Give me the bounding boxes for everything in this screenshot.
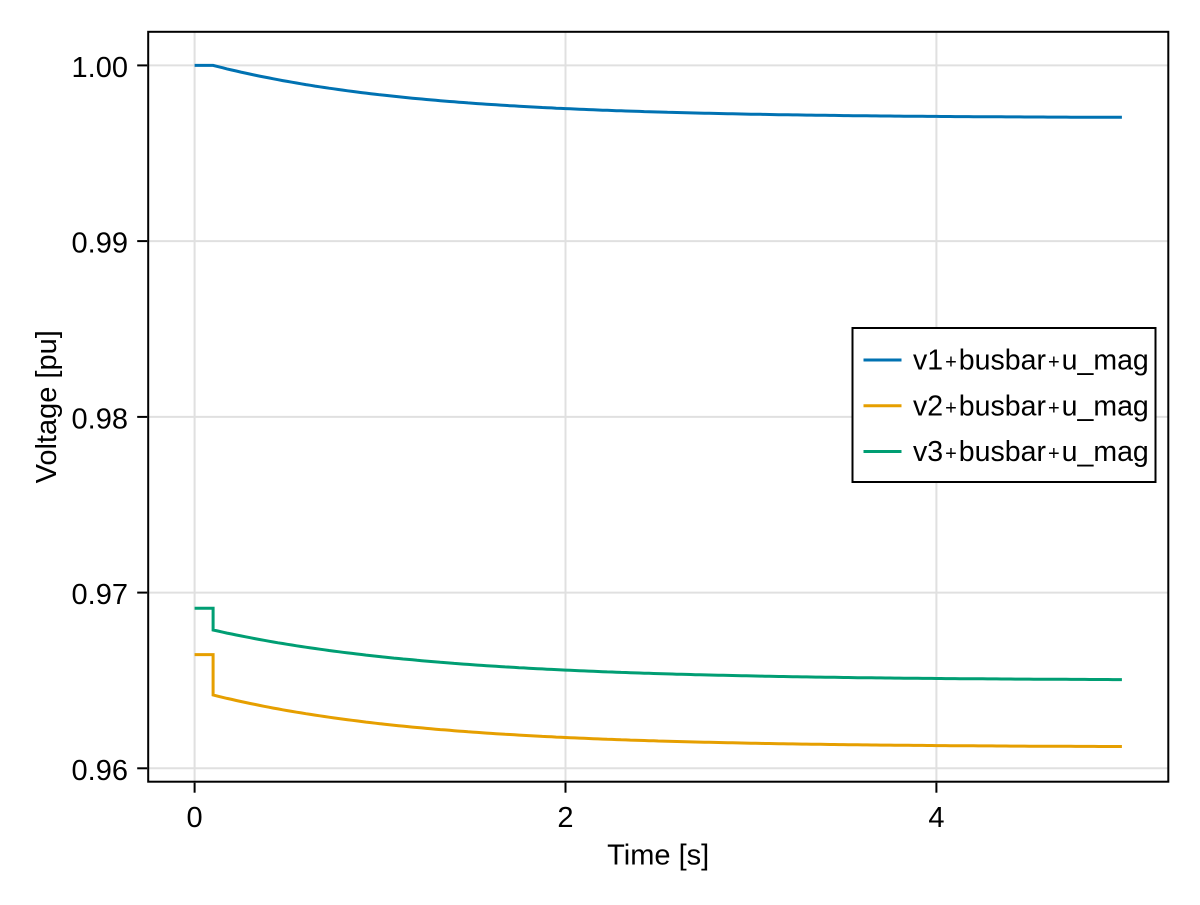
svg-text:0.98: 0.98 (72, 403, 128, 435)
svg-text:v1+busbar+u_mag: v1 +busbar +u_mag (913, 345, 1149, 377)
svg-text:1.00: 1.00 (72, 52, 128, 84)
svg-text:0.99: 0.99 (72, 228, 128, 260)
svg-text:4: 4 (928, 802, 944, 834)
svg-text:v3+busbar+u_mag: v3 +busbar +u_mag (913, 436, 1149, 468)
svg-text:Voltage [pu]: Voltage [pu] (31, 330, 63, 483)
svg-text:2: 2 (557, 802, 573, 834)
svg-text:0.97: 0.97 (72, 579, 128, 611)
svg-text:0.96: 0.96 (72, 755, 128, 787)
svg-text:0: 0 (187, 802, 203, 834)
svg-text:Time [s]: Time [s] (607, 840, 709, 872)
